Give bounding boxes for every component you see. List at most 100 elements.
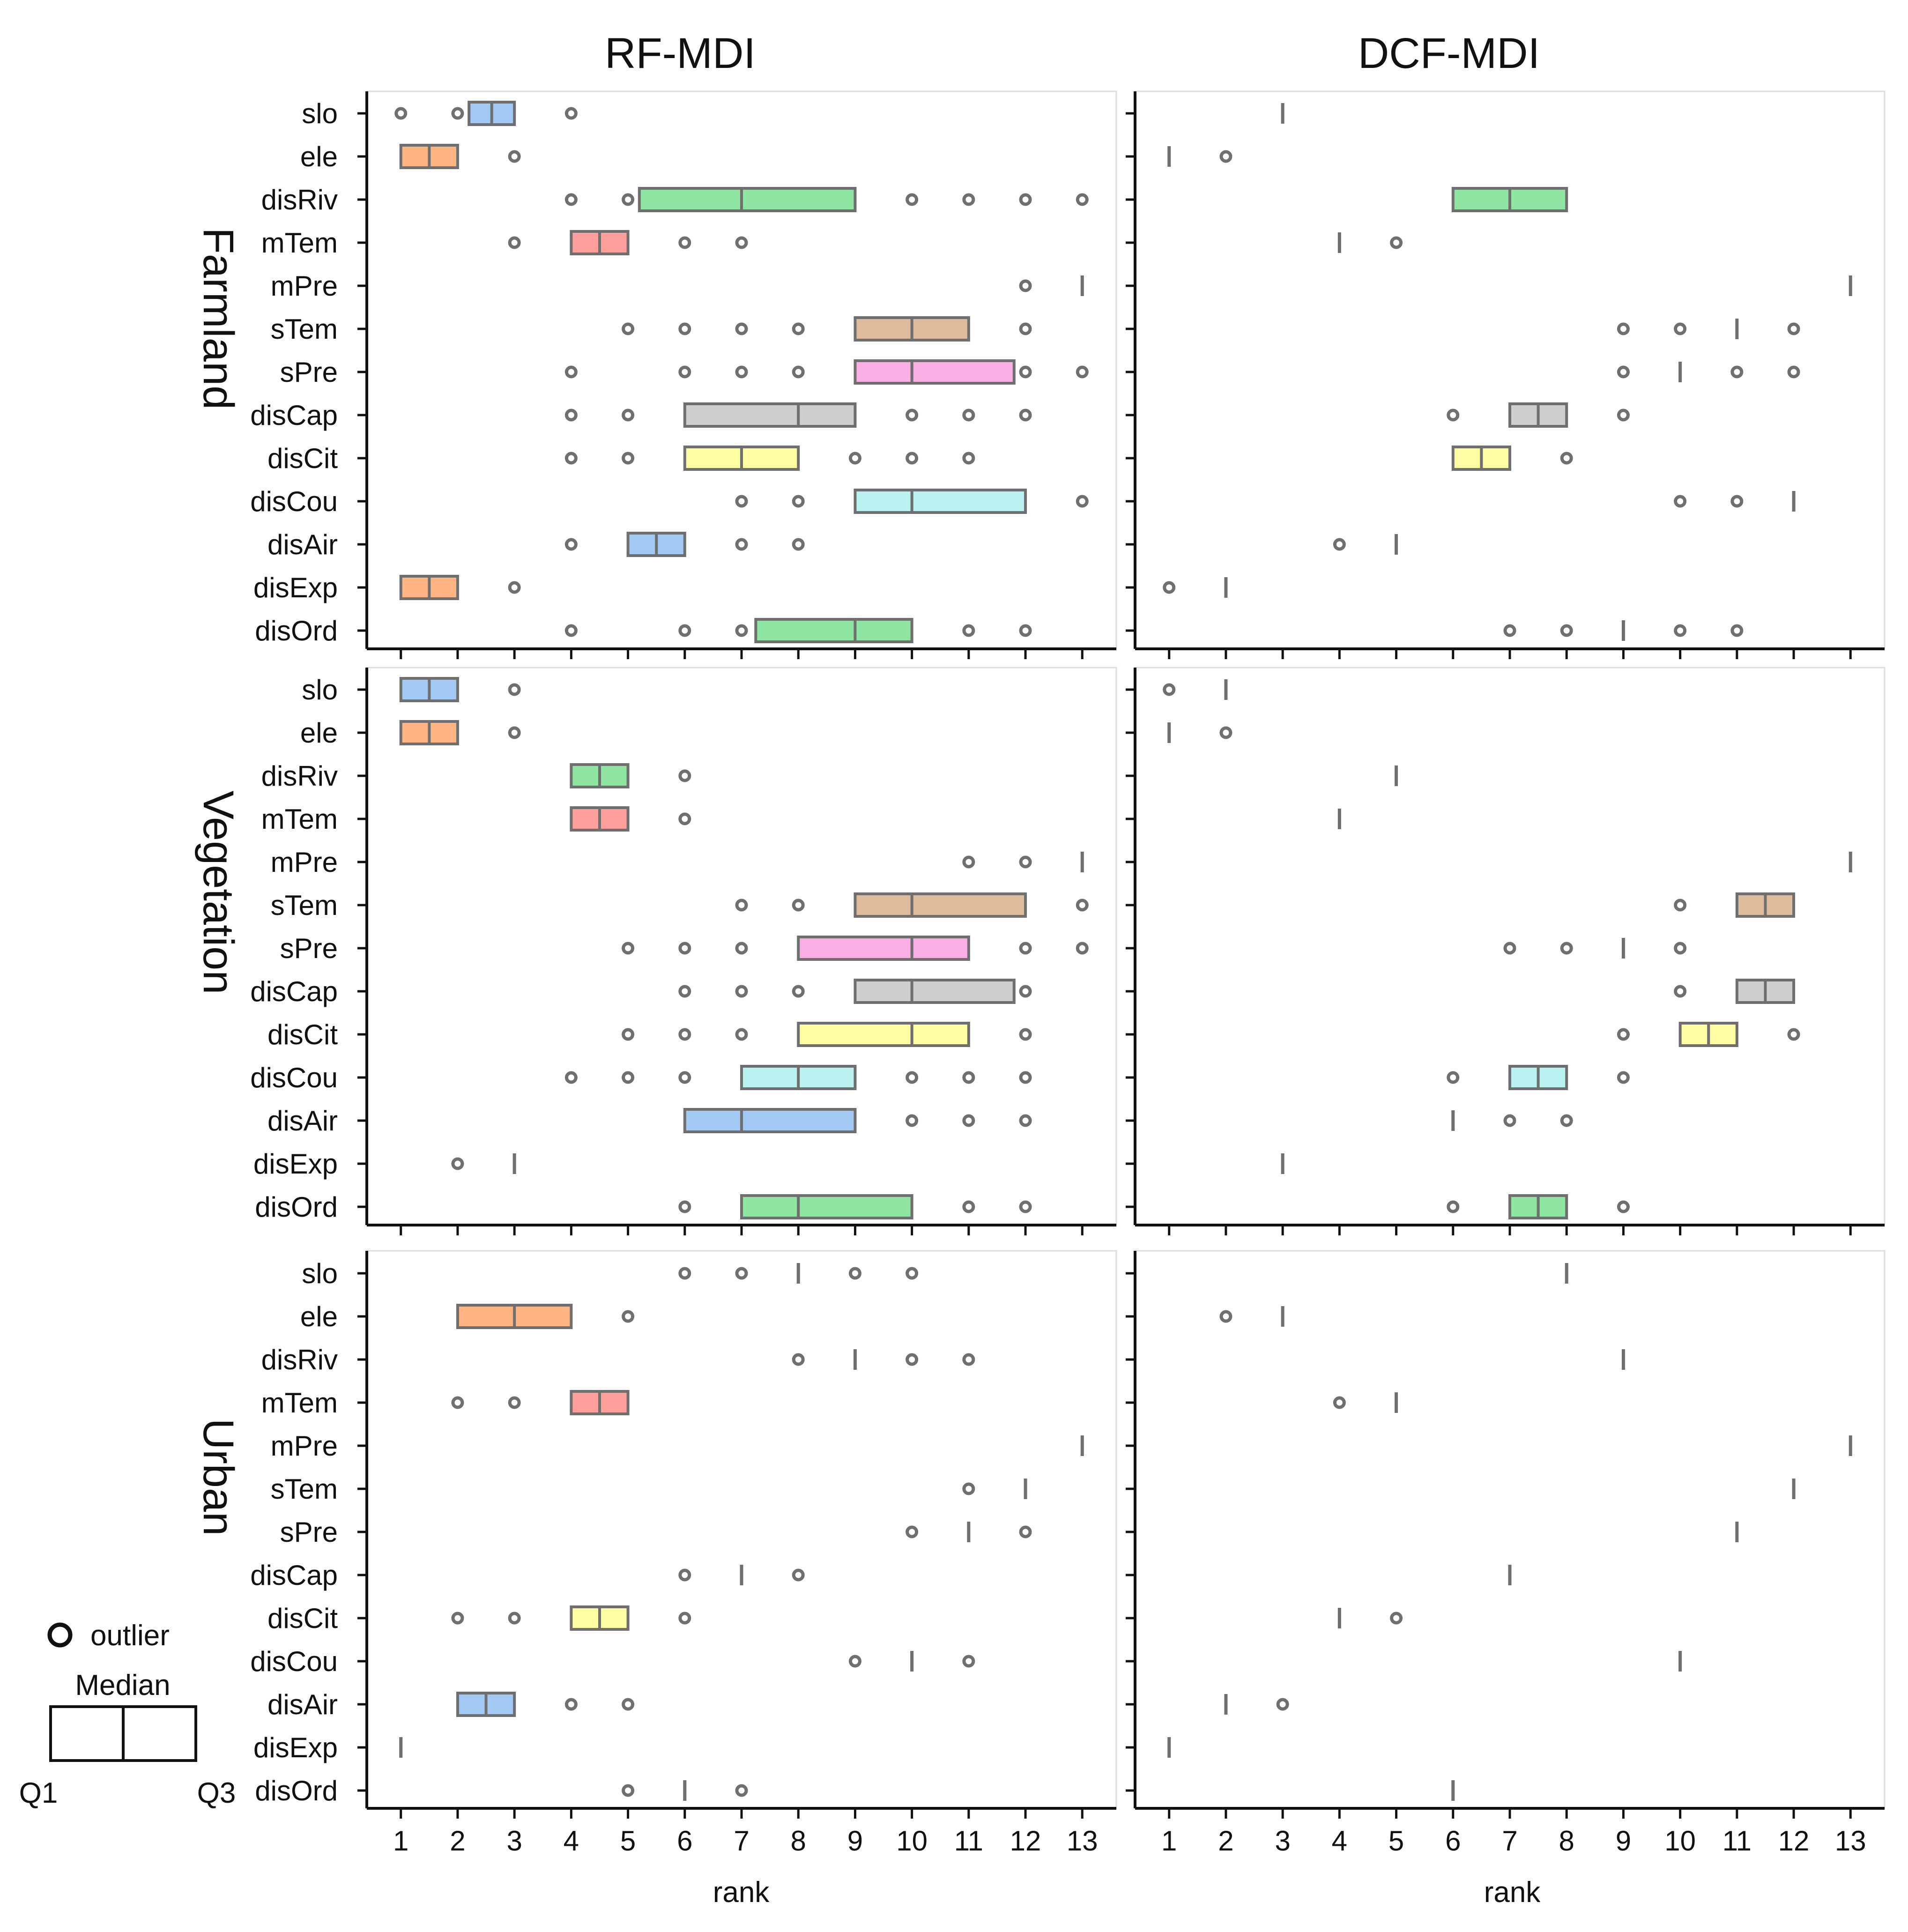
outlier-farmland-rf-mdi-disCit-1 xyxy=(622,452,635,465)
outlier-farmland-rf-mdi-disRiv-3 xyxy=(962,193,975,206)
outlier-farmland-dcf-mdi-disOrd-0 xyxy=(1503,624,1516,637)
outlier-vegetation-dcf-mdi-sPre-2 xyxy=(1674,942,1687,955)
y-tick-label-farmland-rf-mdi-slo: slo xyxy=(302,98,338,129)
outlier-urban-rf-mdi-disCou-1 xyxy=(962,1655,975,1668)
outlier-urban-rf-mdi-disRiv-1 xyxy=(906,1353,919,1366)
outlier-vegetation-rf-mdi-mPre-0 xyxy=(962,855,975,869)
y-tick-label-vegetation-rf-mdi-disCit: disCit xyxy=(267,1019,338,1050)
outlier-farmland-rf-mdi-disAir-1 xyxy=(735,538,748,551)
panel-vegetation-dcf-mdi xyxy=(1126,667,1886,1235)
outlier-vegetation-rf-mdi-disAir-0 xyxy=(906,1114,919,1127)
outlier-farmland-rf-mdi-sPre-3 xyxy=(792,365,805,379)
x-tick-label-urban-rf-mdi-11: 11 xyxy=(954,1825,983,1857)
legend-outlier-marker xyxy=(47,1622,73,1648)
outlier-vegetation-dcf-mdi-slo-0 xyxy=(1163,683,1176,696)
outlier-farmland-dcf-mdi-mTem-0 xyxy=(1390,236,1403,249)
outlier-vegetation-rf-mdi-disCit-1 xyxy=(678,1028,691,1041)
outlier-vegetation-dcf-mdi-disAir-1 xyxy=(1560,1114,1573,1127)
outlier-farmland-rf-mdi-ele-0 xyxy=(508,150,521,163)
outlier-urban-rf-mdi-disAir-1 xyxy=(622,1698,635,1711)
column-title-dcf-mdi: DCF-MDI xyxy=(1358,30,1540,77)
outlier-farmland-rf-mdi-disAir-2 xyxy=(792,538,805,551)
outlier-farmland-rf-mdi-disRiv-4 xyxy=(1019,193,1032,206)
y-tick-label-farmland-rf-mdi-mTem: mTem xyxy=(261,227,338,259)
titles-layer: RF-MDI DCF-MDI Farmland Vegetation Urban… xyxy=(194,30,1541,1909)
y-tick-label-vegetation-rf-mdi-sTem: sTem xyxy=(271,890,338,921)
y-tick-label-urban-rf-mdi-mTem: mTem xyxy=(261,1387,338,1419)
outlier-vegetation-rf-mdi-disAir-2 xyxy=(1019,1114,1032,1127)
outlier-farmland-dcf-mdi-disCap-0 xyxy=(1447,409,1460,422)
x-tick-label-urban-dcf-mdi-7: 7 xyxy=(1502,1825,1517,1857)
x-tick-label-urban-rf-mdi-7: 7 xyxy=(734,1825,749,1857)
panel-frame-urban-rf-mdi xyxy=(366,1250,1117,1809)
outlier-urban-dcf-mdi-disCit-0 xyxy=(1390,1612,1403,1625)
y-tick-label-vegetation-rf-mdi-ele: ele xyxy=(300,717,338,749)
outlier-farmland-rf-mdi-mTem-0 xyxy=(508,236,521,249)
y-tick-label-vegetation-rf-mdi-disCou: disCou xyxy=(250,1062,338,1093)
outlier-farmland-rf-mdi-disCou-2 xyxy=(1076,495,1089,508)
y-tick-label-farmland-rf-mdi-disCou: disCou xyxy=(250,486,338,517)
box-vegetation-rf-mdi-sPre xyxy=(797,936,970,961)
panel-urban-dcf-mdi: 1 2 3 4 5 6 7 8 9 10 11 12 13 xyxy=(1126,1250,1886,1857)
outlier-farmland-rf-mdi-slo-0 xyxy=(394,107,408,120)
outlier-vegetation-rf-mdi-disOrd-1 xyxy=(962,1200,975,1213)
panel-farmland-dcf-mdi xyxy=(1126,90,1886,659)
outlier-farmland-dcf-mdi-sTem-0 xyxy=(1617,322,1630,335)
row-title-vegetation: Vegetation xyxy=(194,791,242,995)
legend: outlier Median Q1 Q3 xyxy=(19,1620,236,1809)
outlier-farmland-dcf-mdi-disCit-0 xyxy=(1560,452,1573,465)
outlier-vegetation-rf-mdi-disRiv-0 xyxy=(678,769,691,782)
y-tick-label-urban-rf-mdi-disCap: disCap xyxy=(250,1560,338,1591)
y-tick-label-farmland-rf-mdi-sPre: sPre xyxy=(280,357,338,388)
y-tick-label-farmland-rf-mdi-disExp: disExp xyxy=(253,572,338,603)
column-title-rf-mdi: RF-MDI xyxy=(605,30,756,77)
y-tick-label-urban-rf-mdi-disRiv: disRiv xyxy=(261,1344,338,1375)
y-tick-label-urban-rf-mdi-mPre: mPre xyxy=(271,1430,338,1462)
outlier-urban-dcf-mdi-mTem-0 xyxy=(1333,1396,1346,1409)
y-tick-label-urban-rf-mdi-disOrd: disOrd xyxy=(255,1775,338,1806)
outlier-vegetation-rf-mdi-sPre-2 xyxy=(735,942,748,955)
outlier-vegetation-rf-mdi-disOrd-2 xyxy=(1019,1200,1032,1213)
x-tick-label-urban-dcf-mdi-9: 9 xyxy=(1616,1825,1631,1857)
legend-q1-label: Q1 xyxy=(19,1777,58,1809)
y-tick-label-farmland-rf-mdi-disCap: disCap xyxy=(250,400,338,431)
x-tick-label-urban-dcf-mdi-6: 6 xyxy=(1445,1825,1461,1857)
box-farmland-rf-mdi-sPre xyxy=(854,359,1016,385)
outlier-urban-dcf-mdi-disAir-0 xyxy=(1276,1698,1289,1711)
x-tick-label-urban-dcf-mdi-8: 8 xyxy=(1559,1825,1574,1857)
x-tick-label-urban-rf-mdi-12: 12 xyxy=(1010,1825,1041,1857)
outlier-farmland-rf-mdi-sTem-0 xyxy=(622,322,635,335)
outlier-farmland-rf-mdi-disCit-3 xyxy=(906,452,919,465)
outlier-vegetation-rf-mdi-disAir-1 xyxy=(962,1114,975,1127)
panel-frame-urban-dcf-mdi xyxy=(1134,1250,1886,1809)
box-vegetation-rf-mdi-disOrd xyxy=(740,1194,913,1219)
outlier-vegetation-rf-mdi-disCit-0 xyxy=(622,1028,635,1041)
outlier-farmland-dcf-mdi-disCap-1 xyxy=(1617,409,1630,422)
outlier-vegetation-rf-mdi-sPre-3 xyxy=(1019,942,1032,955)
outlier-farmland-rf-mdi-disCit-4 xyxy=(962,452,975,465)
outlier-vegetation-rf-mdi-disCou-1 xyxy=(622,1071,635,1084)
outlier-vegetation-dcf-mdi-sTem-0 xyxy=(1674,899,1687,912)
box-vegetation-rf-mdi-disAir xyxy=(683,1108,857,1133)
outlier-urban-rf-mdi-mTem-1 xyxy=(508,1396,521,1409)
outlier-farmland-dcf-mdi-sPre-0 xyxy=(1617,365,1630,379)
y-tick-label-urban-rf-mdi-disCou: disCou xyxy=(250,1646,338,1677)
outlier-urban-rf-mdi-disCap-1 xyxy=(792,1568,805,1582)
outlier-urban-rf-mdi-disOrd-0 xyxy=(622,1784,635,1797)
outlier-urban-rf-mdi-disOrd-1 xyxy=(735,1784,748,1797)
row-title-urban: Urban xyxy=(194,1419,242,1536)
box-vegetation-rf-mdi-disCap xyxy=(854,979,1016,1004)
y-tick-label-vegetation-rf-mdi-disAir: disAir xyxy=(267,1105,338,1137)
y-tick-label-vegetation-rf-mdi-mTem: mTem xyxy=(261,803,338,835)
y-tick-label-farmland-rf-mdi-disOrd: disOrd xyxy=(255,615,338,646)
panel-farmland-rf-mdi: slo ele disRiv mTem mPre sTem sPre disCap disCit… xyxy=(250,90,1117,659)
outlier-farmland-rf-mdi-sPre-4 xyxy=(1019,365,1032,379)
outlier-urban-rf-mdi-slo-0 xyxy=(678,1267,691,1280)
legend-outlier-label: outlier xyxy=(90,1620,170,1652)
outlier-vegetation-rf-mdi-disCou-2 xyxy=(678,1071,691,1084)
outlier-urban-dcf-mdi-ele-0 xyxy=(1219,1310,1232,1323)
outlier-farmland-rf-mdi-disRiv-5 xyxy=(1076,193,1089,206)
outlier-farmland-dcf-mdi-disExp-0 xyxy=(1163,581,1176,594)
y-tick-label-urban-rf-mdi-slo: slo xyxy=(302,1258,338,1289)
y-tick-label-farmland-rf-mdi-disRiv: disRiv xyxy=(261,184,338,215)
